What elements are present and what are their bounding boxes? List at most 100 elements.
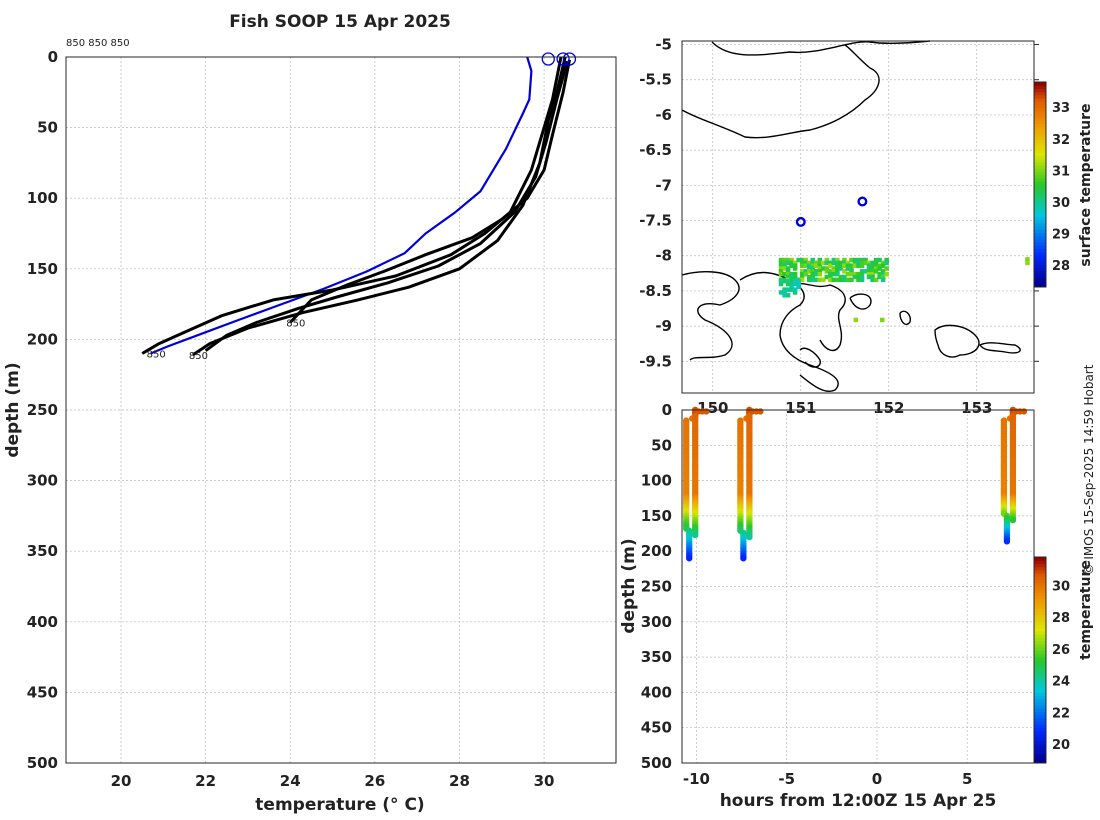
x-tick-label: 28 <box>449 772 470 790</box>
colorbar-swatch <box>1034 740 1046 745</box>
map-lat-label: -5 <box>655 36 672 54</box>
sst-cell <box>835 266 840 271</box>
colorbar-swatch <box>1034 107 1046 112</box>
colorbar-swatch <box>1034 711 1046 716</box>
colorbar-swatch <box>1034 274 1046 278</box>
cast-point <box>1009 516 1017 524</box>
map-panel: 150 151 152 153-5-5.5-6-6.5-7-7.5-8-8.5-9-9… <box>639 36 1094 417</box>
colorbar-swatch <box>1034 120 1046 125</box>
colorbar-swatch <box>1034 643 1046 648</box>
sst-cell <box>782 263 787 268</box>
colorbar-swatch <box>1034 614 1046 619</box>
colorbar-swatch <box>1034 724 1046 729</box>
colorbar-frame <box>1033 556 1047 764</box>
profile-line <box>192 56 567 357</box>
colorbar-swatch <box>1034 576 1046 581</box>
colorbar-tick-label: 30 <box>1052 580 1070 595</box>
cast-point <box>740 555 747 562</box>
sst-cell <box>778 263 784 268</box>
sst-cell <box>884 260 889 266</box>
colorbar-swatch <box>1034 653 1046 658</box>
sst-cell <box>803 263 808 268</box>
colorbar-swatch <box>1034 605 1046 609</box>
colorbar-tick-label: 33 <box>1052 101 1070 116</box>
sst-cell <box>810 266 815 271</box>
sst-cell <box>789 271 794 277</box>
x-axis-label: temperature (° C) <box>255 795 424 815</box>
sst-cell <box>792 274 798 280</box>
profile-plot-frame <box>65 56 617 764</box>
colorbar-swatch <box>1034 647 1046 651</box>
profile-line <box>204 60 569 352</box>
colorbar-swatch <box>1034 557 1046 561</box>
colorbar-swatch <box>1034 251 1046 256</box>
sst-cell <box>838 277 844 283</box>
sst-cell <box>810 257 815 263</box>
colorbar-tick-label: 28 <box>1052 259 1070 274</box>
sst-cell <box>870 263 875 268</box>
sst-cell <box>859 274 865 280</box>
sst-cell <box>824 269 830 274</box>
colorbar-swatch <box>1034 598 1046 603</box>
colorbar-label: surface temperature <box>1078 103 1094 266</box>
colorbar-swatch <box>1034 242 1046 246</box>
time-tick-label: -10 <box>683 770 710 788</box>
colorbar-swatch <box>1034 94 1046 99</box>
colorbar-swatch <box>1034 627 1046 632</box>
sst-cell <box>789 281 794 287</box>
colorbar-swatch <box>1034 582 1046 587</box>
colorbar-swatch <box>1034 640 1046 645</box>
sst-cell <box>845 277 851 283</box>
colorbar-tick-label: 29 <box>1052 227 1070 242</box>
colorbar-swatch <box>1034 117 1046 121</box>
sst-cell <box>870 271 875 277</box>
time-axis-label: hours from 12:00Z 15 Apr 25 <box>720 791 997 811</box>
sst-cell <box>870 274 875 280</box>
sst-cell <box>845 271 851 277</box>
sst-cell <box>785 271 791 277</box>
sst-cell <box>799 271 805 277</box>
sst-cell <box>838 266 844 271</box>
sst-cell <box>817 269 823 274</box>
sst-cell <box>799 274 805 280</box>
colorbar-swatch <box>1034 110 1046 115</box>
map-lat-label: -6 <box>655 106 672 124</box>
depth-tick-label: 500 <box>641 754 672 772</box>
colorbar-tick-label: 20 <box>1052 738 1070 753</box>
sst-cell <box>810 260 815 266</box>
sst-cell <box>870 277 875 283</box>
sst-cell <box>817 266 823 271</box>
colorbar-swatch <box>1034 190 1046 195</box>
sst-cell <box>856 263 861 268</box>
colorbar-swatch <box>1034 611 1046 616</box>
sst-cell <box>796 281 801 287</box>
colorbar-swatch <box>1034 91 1046 96</box>
sst-cell <box>799 277 805 283</box>
map-lat-label: -8 <box>655 247 672 265</box>
profile-end-label: 850 <box>286 318 305 329</box>
sst-cell <box>785 287 791 292</box>
sst-cell <box>792 290 798 295</box>
sst-cell <box>870 260 875 266</box>
sst-cell <box>785 266 791 271</box>
colorbar-swatch <box>1034 226 1046 230</box>
sst-cell <box>789 274 794 280</box>
sst-cell <box>880 260 886 266</box>
sst-cell <box>792 278 798 284</box>
x-tick-label: 26 <box>364 772 385 790</box>
sst-cell <box>824 257 830 263</box>
sst-cell <box>789 257 794 263</box>
colorbar-swatch <box>1034 608 1046 613</box>
colorbar-swatch <box>1034 280 1046 285</box>
colorbar-swatch <box>1034 181 1046 185</box>
sst-cell <box>835 269 840 274</box>
colorbar-swatch <box>1034 123 1046 128</box>
colorbar-swatch <box>1034 206 1046 211</box>
sst-cell <box>866 269 872 274</box>
sst-cell <box>852 263 858 268</box>
sst-cell <box>863 257 868 263</box>
sst-cell <box>792 287 798 292</box>
colorbar-tick-label: 31 <box>1052 164 1070 179</box>
sst-cell <box>789 284 794 290</box>
